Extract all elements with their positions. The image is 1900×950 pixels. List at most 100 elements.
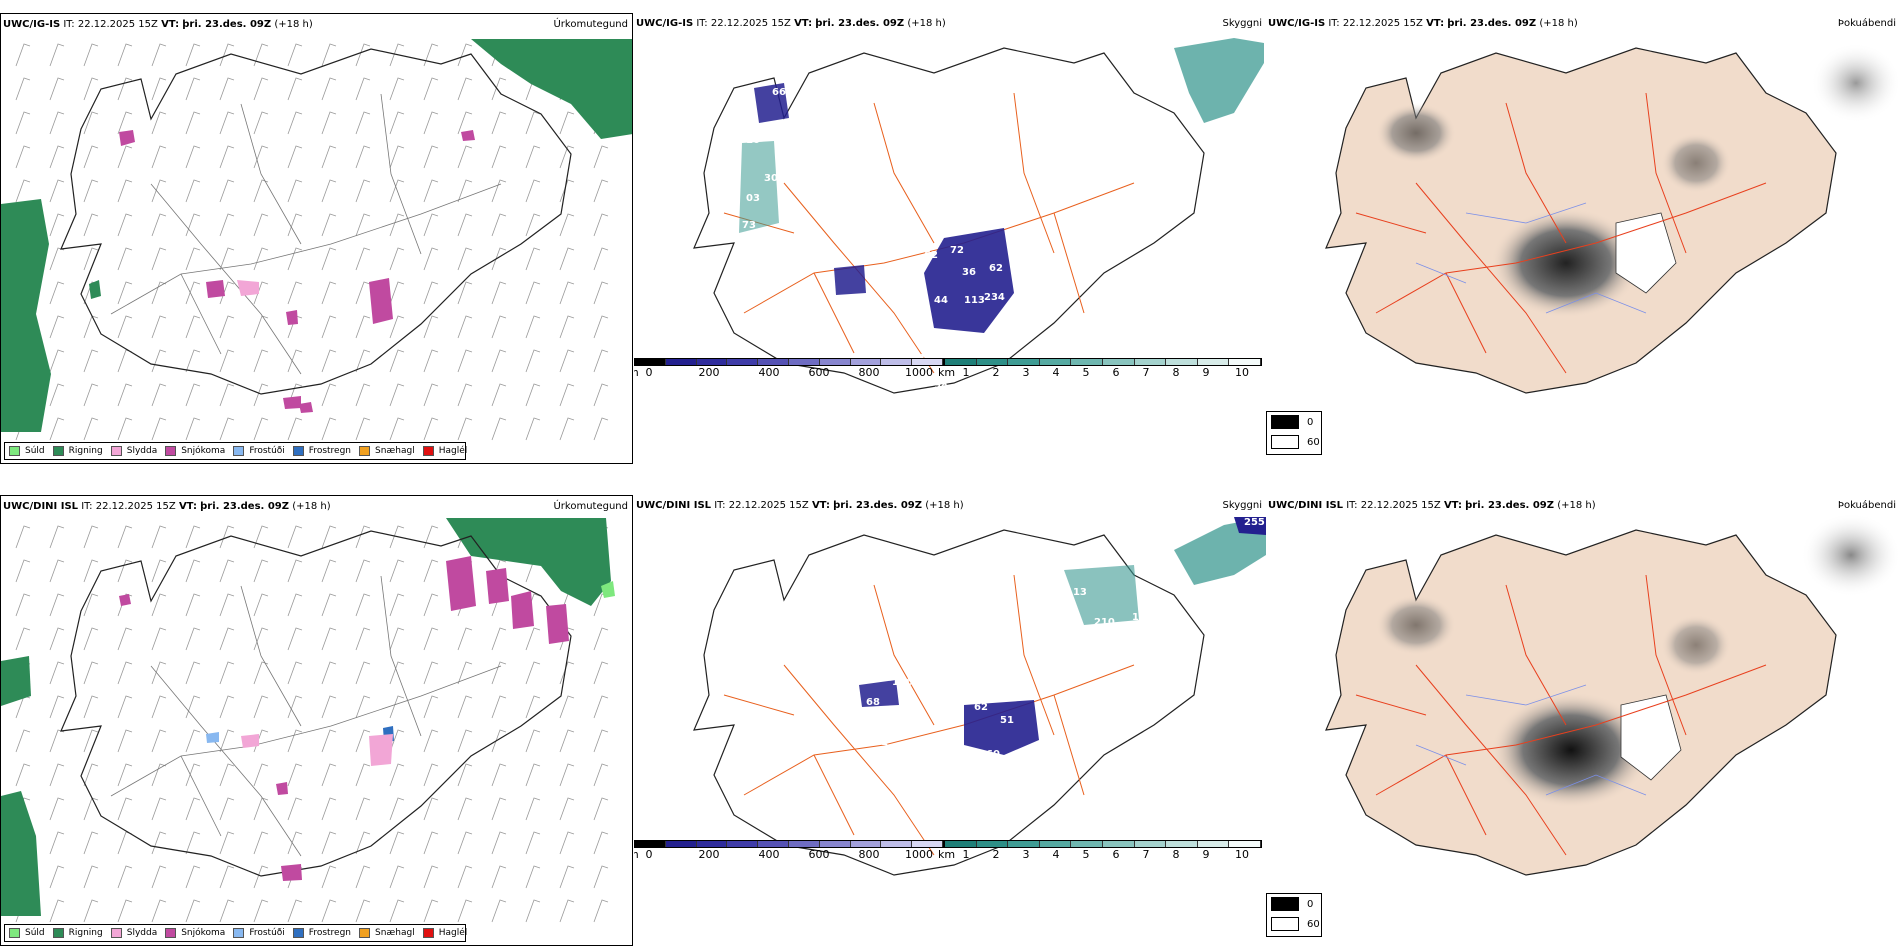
wind-barb — [423, 315, 439, 339]
legend-swatch — [359, 928, 371, 938]
wind-barb — [423, 43, 439, 67]
wind-barb — [219, 417, 235, 441]
it-label: IT: — [1346, 500, 1358, 511]
fog-legend-row: 0 — [1267, 894, 1321, 914]
wind-barb — [321, 865, 337, 889]
wind-barb — [559, 627, 575, 651]
colorbar-swatches — [634, 840, 944, 848]
wind-barb — [321, 831, 337, 855]
wind-barb — [49, 729, 65, 753]
wind-barb — [321, 763, 337, 787]
wind-barb — [389, 593, 405, 617]
wind-barb — [593, 247, 609, 271]
wind-barb — [423, 111, 439, 135]
wind-barb — [525, 899, 541, 923]
wind-barb — [593, 349, 609, 373]
cloud-base-label: 44 — [934, 295, 948, 306]
wind-barb — [219, 763, 235, 787]
wind-barb — [559, 281, 575, 305]
wind-barb — [559, 111, 575, 135]
visibility-area — [1174, 38, 1264, 123]
wind-barb — [423, 417, 439, 441]
wind-barb — [83, 763, 99, 787]
low-cloud-area — [924, 228, 1014, 333]
wind-barb — [389, 145, 405, 169]
wind-barb — [151, 661, 167, 685]
wind-barb — [593, 865, 609, 889]
legend-swatch — [1271, 415, 1299, 429]
wind-barb — [355, 315, 371, 339]
low-cloud-area — [859, 680, 899, 707]
wind-barb — [457, 695, 473, 719]
wind-barb — [185, 729, 201, 753]
vt-label: VT: — [794, 18, 813, 29]
wind-barb — [321, 77, 337, 101]
wind-barb — [185, 179, 201, 203]
wind-barb — [219, 831, 235, 855]
fog-legend-row: 60 — [1267, 914, 1321, 934]
wind-barb — [49, 661, 65, 685]
legend-swatch — [292, 446, 304, 456]
wind-barb — [593, 213, 609, 237]
panel-header: UWC/DINI ISL IT: 22.12.2025 15Z VT: þri.… — [3, 501, 628, 515]
fog-area — [1376, 103, 1456, 163]
wind-barb — [49, 831, 65, 855]
wind-barb — [287, 179, 303, 203]
legend-item: Frostregn — [292, 928, 351, 938]
wind-barb — [355, 797, 371, 821]
wind-barb — [287, 349, 303, 373]
panel-header: UWC/DINI ISL IT: 22.12.2025 15Z VT: þri.… — [636, 500, 1262, 514]
valid-time: þri. 23.des. 09Z — [200, 501, 289, 512]
init-time: 22.12.2025 15Z — [728, 500, 809, 511]
wind-barb — [219, 349, 235, 373]
wind-barb — [15, 525, 31, 549]
wind-barb — [525, 417, 541, 441]
cloud-base-label: 81 — [874, 270, 888, 281]
wind-barb — [117, 899, 133, 923]
lead-time: (+18 h) — [1539, 18, 1578, 29]
colorbar-swatches — [944, 840, 1262, 848]
wind-barb — [593, 281, 609, 305]
wind-barb — [389, 417, 405, 441]
wind-barb — [559, 695, 575, 719]
wind-barb — [151, 559, 167, 583]
wind-barb — [151, 77, 167, 101]
wind-barb — [117, 865, 133, 889]
wind-barb — [151, 349, 167, 373]
wind-barb — [15, 179, 31, 203]
wind-barb — [593, 661, 609, 685]
wind-barb — [253, 281, 269, 305]
wind-barb — [321, 43, 337, 67]
wind-barb — [49, 865, 65, 889]
wind-barb — [49, 525, 65, 549]
wind-barb — [185, 247, 201, 271]
wind-barb — [593, 145, 609, 169]
river-network — [1415, 684, 1647, 796]
wind-barb — [219, 593, 235, 617]
wind-barb — [151, 797, 167, 821]
iceland-outline — [60, 530, 572, 877]
wind-barb — [287, 111, 303, 135]
wind-barb — [525, 111, 541, 135]
wind-barb — [525, 145, 541, 169]
wind-barb — [185, 593, 201, 617]
wind-barb — [151, 417, 167, 441]
fog-legend-row: 60 — [1267, 432, 1321, 452]
cloud-base-label: 102 — [932, 868, 953, 879]
wind-barb — [253, 315, 269, 339]
wind-barb — [287, 525, 303, 549]
wind-barb — [185, 831, 201, 855]
wind-barb — [185, 43, 201, 67]
fog-index-legend: 0 60 — [1266, 893, 1322, 937]
low-cloud-area — [964, 700, 1039, 755]
wind-barb — [457, 111, 473, 135]
wind-barb — [321, 383, 337, 407]
glacier-clear — [1615, 212, 1677, 294]
colorbar-unit: m — [634, 848, 639, 861]
wind-barb — [83, 593, 99, 617]
vt-label: VT: — [811, 500, 830, 511]
wind-barb — [559, 763, 575, 787]
wind-barb — [593, 383, 609, 407]
fog-area — [1376, 595, 1456, 655]
wind-barb — [457, 349, 473, 373]
